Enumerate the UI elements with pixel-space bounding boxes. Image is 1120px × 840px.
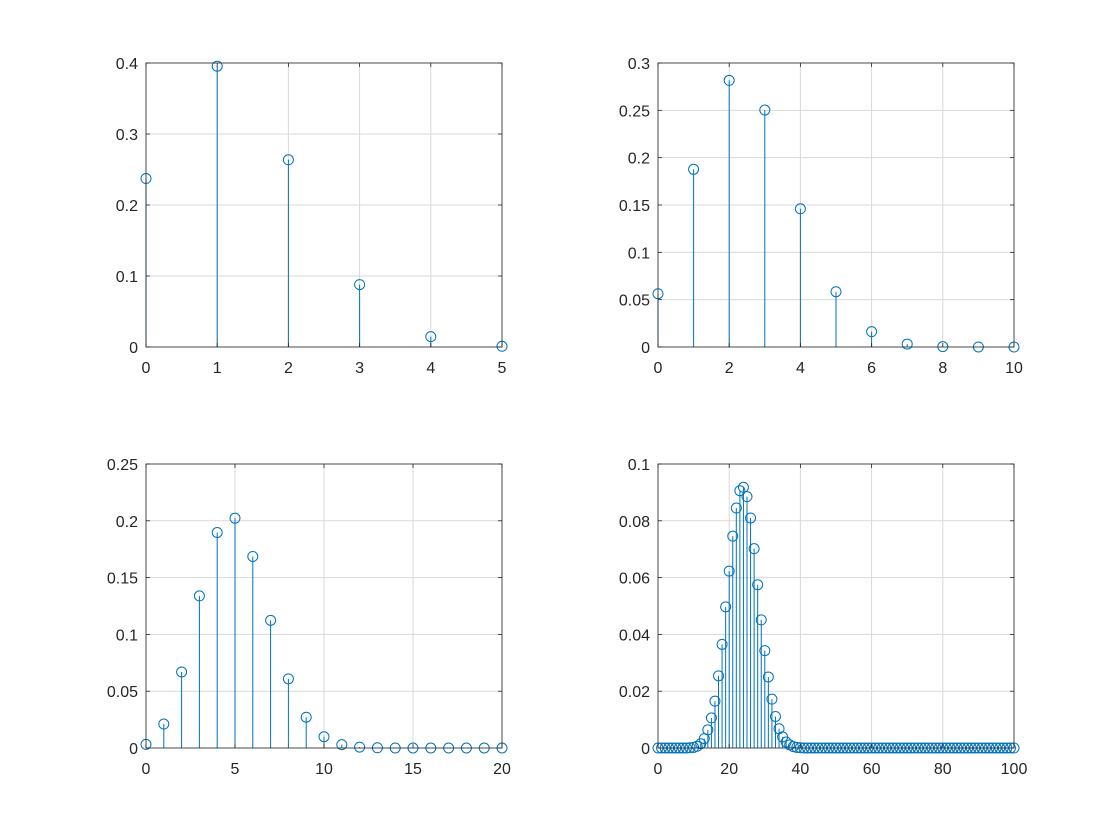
stem-marker (748, 543, 760, 555)
x-tick-label: 80 (934, 761, 952, 778)
y-tick-label: 0.02 (619, 684, 650, 701)
x-tick-label: 0 (142, 360, 151, 377)
subplot-1: 0 1 2 3 4 5 0 0.1 0.2 0.3 0.4 (116, 56, 508, 377)
y-tick-label: 0.04 (619, 627, 650, 644)
x-tick-label: 5 (498, 360, 507, 377)
stem-marker (752, 579, 764, 591)
y-tick-label: 0.2 (116, 514, 138, 531)
stem-marker (901, 338, 913, 350)
stem-marker (730, 502, 742, 514)
y-tick-label: 0.1 (116, 627, 138, 644)
y-tick-label: 0.25 (619, 103, 650, 120)
stem-marker (734, 485, 746, 497)
stem-marker (425, 331, 437, 343)
stem-marker (229, 512, 241, 524)
y-tick-label: 0.2 (628, 151, 650, 168)
stem-marker (716, 638, 728, 650)
y-tick-label: 0.08 (619, 514, 650, 531)
stem-marker (705, 712, 717, 724)
stem-marker (688, 163, 700, 175)
y-tick-label: 0.05 (107, 684, 138, 701)
stem-marker (762, 671, 774, 683)
y-tick-label: 0 (129, 741, 138, 758)
stem-marker (830, 286, 842, 298)
x-tick-label: 6 (867, 360, 876, 377)
stem-marker (709, 695, 721, 707)
stem-marker (723, 74, 735, 86)
stem-marker (759, 104, 771, 116)
x-tick-label: 20 (493, 761, 511, 778)
x-tick-label: 8 (938, 360, 947, 377)
plot-area (658, 464, 1014, 748)
stem-marker (755, 614, 767, 626)
stem-marker (769, 710, 781, 722)
stem-marker (866, 326, 878, 338)
x-tick-label: 100 (1001, 761, 1028, 778)
stem-marker (691, 740, 703, 752)
stem-marker (702, 724, 714, 736)
stem-marker (741, 491, 753, 503)
stem-marker (158, 718, 170, 730)
y-tick-label: 0.05 (619, 293, 650, 310)
stem-marker (300, 711, 312, 723)
stem-marker (737, 481, 749, 493)
x-tick-label: 2 (725, 360, 734, 377)
x-tick-label: 15 (404, 761, 422, 778)
stem-marker (211, 60, 223, 72)
stem-marker (336, 739, 348, 751)
x-tick-label: 2 (284, 360, 293, 377)
stem-marker (720, 601, 732, 613)
x-tick-label: 1 (213, 360, 222, 377)
stem-marker (713, 670, 725, 682)
stem-marker (193, 590, 205, 602)
stem-marker (176, 666, 188, 678)
stem-marker (794, 203, 806, 215)
y-tick-label: 0.15 (107, 571, 138, 588)
y-tick-label: 0.2 (116, 198, 138, 215)
subplot-2: 0 2 4 6 8 10 0 0.05 0.1 0.15 0.2 0.25 0.3 (619, 56, 1023, 377)
x-tick-label: 4 (426, 360, 435, 377)
stem-marker (759, 645, 771, 657)
x-tick-label: 10 (1005, 360, 1023, 377)
stem-marker (318, 731, 330, 743)
x-tick-label: 20 (720, 761, 738, 778)
stem-marker (265, 614, 277, 626)
y-tick-label: 0.3 (628, 56, 650, 73)
y-tick-label: 0.1 (116, 269, 138, 286)
y-tick-label: 0.3 (116, 127, 138, 144)
stem-marker (247, 550, 259, 562)
y-tick-label: 0.15 (619, 198, 650, 215)
x-tick-label: 0 (654, 360, 663, 377)
x-tick-label: 0 (654, 761, 663, 778)
subplot-4: 0 20 40 60 80 100 0 0.02 0.04 0.06 0.08 0.1 (619, 457, 1028, 778)
x-tick-label: 3 (355, 360, 364, 377)
subplot-3: 0 5 10 15 20 0 0.05 0.1 0.15 0.2 0.25 (107, 457, 511, 778)
stem-marker (354, 741, 366, 753)
stem-marker (354, 279, 366, 291)
y-tick-label: 0 (641, 741, 650, 758)
y-tick-label: 0.4 (116, 56, 138, 73)
stem-marker (745, 512, 757, 524)
stem-marker (766, 693, 778, 705)
y-tick-label: 0.1 (628, 457, 650, 474)
x-tick-label: 60 (863, 761, 881, 778)
y-tick-label: 0 (129, 340, 138, 357)
stem-marker (211, 527, 223, 539)
x-tick-label: 4 (796, 360, 805, 377)
x-tick-label: 40 (792, 761, 810, 778)
y-tick-label: 0 (641, 340, 650, 357)
stem-marker (282, 154, 294, 166)
axes-box (657, 463, 1015, 749)
stem-marker (282, 673, 294, 685)
stem-marker (727, 530, 739, 542)
x-tick-label: 5 (231, 761, 240, 778)
x-tick-label: 0 (142, 761, 151, 778)
stem-marker (723, 565, 735, 577)
y-tick-label: 0.25 (107, 457, 138, 474)
y-tick-label: 0.1 (628, 245, 650, 262)
y-tick-label: 0.06 (619, 571, 650, 588)
stem-marker (791, 741, 803, 753)
x-tick-label: 10 (315, 761, 333, 778)
